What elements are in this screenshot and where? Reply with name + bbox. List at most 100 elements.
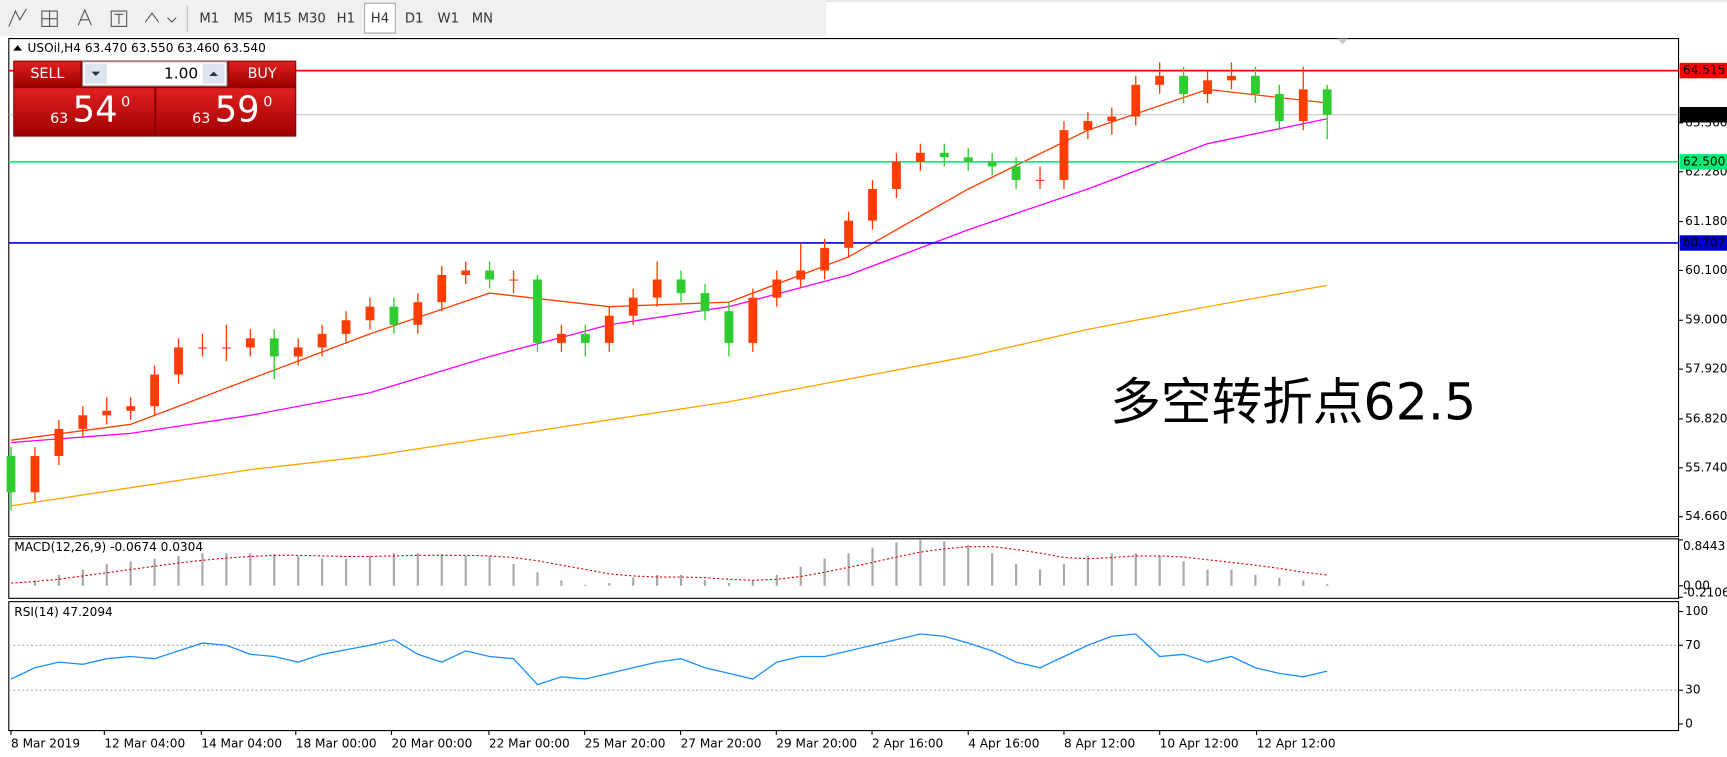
candle-body	[580, 333, 590, 343]
sell-price-frac: 0	[121, 94, 130, 110]
candle-body	[772, 279, 782, 298]
candle-body	[820, 247, 830, 271]
buy-price-box[interactable]	[156, 88, 296, 136]
x-tick-label: 12 Apr 12:00	[1257, 736, 1336, 750]
x-tick-label: 8 Mar 2019	[11, 736, 80, 750]
y-tick-label: 100	[1685, 604, 1708, 618]
y-tick-label: 61.180	[1685, 214, 1727, 228]
level-label: 62.500	[1683, 154, 1725, 168]
rsi-panel	[8, 601, 1680, 732]
x-tick-label: 22 Mar 00:00	[489, 736, 570, 750]
tool-icon[interactable]	[144, 12, 177, 23]
candle-body	[341, 320, 351, 334]
candle-body	[963, 157, 973, 162]
candle-body	[1035, 179, 1045, 182]
candle-body	[724, 311, 734, 343]
candle-body	[1274, 93, 1284, 122]
y-tick-label: 0	[1685, 716, 1693, 730]
timeframe-button[interactable]: H1	[337, 12, 355, 27]
timeframe-button[interactable]: W1	[438, 12, 459, 27]
x-tick-label: 18 Mar 00:00	[296, 736, 377, 750]
candle-body	[1203, 80, 1212, 94]
y-tick-label: 60.100	[1685, 263, 1727, 277]
candle-body	[269, 338, 279, 357]
candle-body	[628, 297, 638, 316]
moving-average	[10, 284, 1328, 507]
symbol-icon	[13, 45, 23, 51]
buy-button[interactable]	[229, 61, 296, 86]
candle-body	[1179, 75, 1189, 94]
candle-body	[54, 428, 64, 457]
level-label: 60.707	[1683, 235, 1725, 249]
sell-price-box[interactable]	[14, 88, 155, 136]
buy-price-frac: 0	[263, 94, 272, 110]
candle-body	[317, 333, 327, 348]
candle-body	[126, 406, 136, 411]
x-tick-label: 20 Mar 00:00	[392, 736, 473, 750]
sell-button[interactable]	[14, 61, 81, 86]
x-tick-label: 4 Apr 16:00	[968, 736, 1039, 750]
candle-body	[604, 315, 614, 343]
candle-body	[389, 306, 399, 325]
timeframe-button[interactable]: D1	[405, 12, 424, 27]
tool-icon[interactable]	[110, 10, 128, 27]
tool-icon[interactable]	[8, 8, 27, 27]
x-tick-label: 8 Apr 12:00	[1064, 736, 1135, 750]
candle-body	[1131, 84, 1141, 117]
level-label-box	[1679, 62, 1727, 79]
candle-body	[533, 279, 542, 343]
candle-body	[174, 347, 183, 375]
candle-body	[437, 274, 447, 303]
x-tick-label: 12 Mar 04:00	[104, 736, 185, 750]
timeframe-button[interactable]: H4	[371, 12, 389, 27]
moving-average	[10, 118, 1328, 444]
x-tick-label: 27 Mar 20:00	[681, 736, 762, 750]
candle-body	[1322, 89, 1332, 115]
sell-price-pips: 54	[73, 89, 118, 130]
timeframe-button[interactable]: M30	[298, 12, 326, 27]
level-label: 63.540	[1683, 107, 1725, 121]
symbol-info: USOil,H4 63.470 63.550 63.460 63.540	[28, 41, 266, 55]
y-tick-label: 70	[1685, 638, 1700, 652]
candle-body	[6, 456, 16, 493]
candle-body	[796, 270, 806, 280]
tool-icon[interactable]	[77, 8, 92, 26]
candle-body	[78, 415, 88, 429]
candle-body	[293, 347, 303, 357]
level-label-box	[1679, 154, 1727, 170]
y-tick-label: 0.8443	[1683, 539, 1725, 553]
x-tick-label: 2 Apr 16:00	[872, 736, 943, 750]
candle-body	[868, 188, 877, 221]
timeframe-button[interactable]: M15	[263, 12, 291, 27]
candle-body	[915, 152, 925, 162]
candle-body	[485, 270, 495, 280]
buy-price-pips: 59	[215, 89, 260, 130]
x-tick-label: 10 Apr 12:00	[1160, 736, 1239, 750]
candle-body	[30, 456, 40, 493]
annotation: 多空转折点62.5	[1110, 372, 1476, 431]
candle-body	[198, 347, 207, 349]
arrow-up	[209, 71, 219, 77]
plot-layer: 63.36062.28061.18060.10059.00057.92056.8…	[6, 62, 1727, 750]
candle-body	[1227, 75, 1236, 81]
tool-icon[interactable]	[41, 10, 58, 27]
y-tick-label: 57.920	[1685, 362, 1727, 376]
timeframe-button[interactable]: MN	[472, 12, 493, 27]
candle-body	[939, 152, 949, 158]
toolbar	[0, 0, 827, 37]
candle-body	[221, 347, 231, 349]
y-tick-label: -0.2106	[1683, 585, 1727, 599]
candle-body	[1011, 166, 1021, 180]
timeframe-button[interactable]: M5	[234, 12, 254, 27]
buy-label: BUY	[248, 66, 277, 82]
candle-body	[461, 270, 471, 275]
y-tick-label: 30	[1685, 683, 1700, 697]
y-tick-label: 56.820	[1685, 411, 1727, 425]
volume-value: 1.00	[164, 64, 198, 82]
timeframe-button[interactable]: M1	[199, 12, 219, 27]
candle-body	[557, 333, 566, 343]
y-tick-label: 54.660	[1685, 509, 1727, 523]
candle-body	[892, 161, 901, 189]
